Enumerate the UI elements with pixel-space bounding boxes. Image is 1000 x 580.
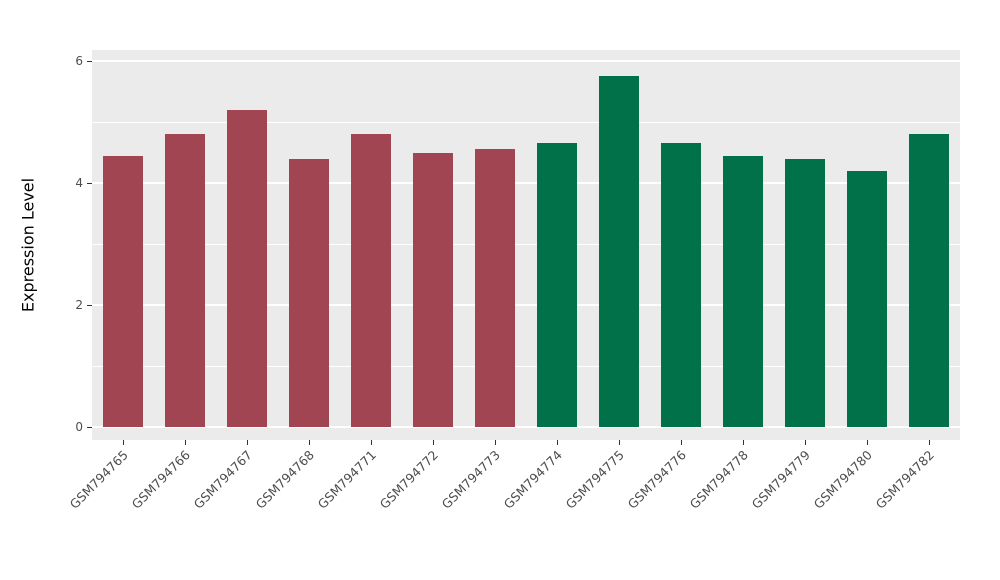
bar-GSM794765 [103,155,143,427]
x-axis-tick [928,440,930,445]
bar-GSM794779 [785,158,825,427]
bar-GSM794771 [351,134,391,427]
bar-GSM794775 [599,76,639,427]
x-tick-label: GSM794772 [376,447,441,512]
x-tick-label: GSM794778 [686,447,751,512]
bar-GSM794768 [289,158,329,427]
x-axis-tick [308,440,310,445]
gridline-major [92,304,960,306]
x-tick-label: GSM794779 [748,447,813,512]
gridline-major [92,182,960,184]
bar-GSM794774 [537,143,577,427]
x-tick-label: GSM794773 [438,447,503,512]
y-axis-tick [87,60,92,62]
gridline-minor [92,122,960,123]
x-axis-tick [866,440,868,445]
x-axis-tick [556,440,558,445]
y-tick-label: 4 [75,176,83,190]
x-tick-label: GSM794775 [562,447,627,512]
x-tick-label: GSM794776 [624,447,689,512]
bar-GSM794778 [723,155,763,427]
y-tick-label: 6 [75,54,83,68]
x-tick-label: GSM794766 [128,447,193,512]
bar-GSM794773 [475,149,515,427]
bar-GSM794782 [909,134,949,427]
bar-GSM794776 [661,143,701,427]
x-tick-label: GSM794774 [500,447,565,512]
gridline-minor [92,244,960,245]
x-axis-tick [122,440,124,445]
x-tick-label: GSM794765 [66,447,131,512]
bar-GSM794766 [165,134,205,427]
x-axis-tick [370,440,372,445]
x-axis-tick [680,440,682,445]
x-axis-tick [184,440,186,445]
x-axis-tick [804,440,806,445]
bar-GSM794772 [413,152,453,427]
x-tick-label: GSM794780 [810,447,875,512]
x-axis-tick [742,440,744,445]
y-tick-label: 0 [75,420,83,434]
gridline-major [92,426,960,428]
bar-GSM794780 [847,170,887,427]
y-tick-label: 2 [75,298,83,312]
x-axis-tick [432,440,434,445]
plot-panel [92,50,960,440]
y-axis-tick [87,182,92,184]
x-tick-label: GSM794771 [314,447,379,512]
gridline-minor [92,366,960,367]
x-tick-label: GSM794768 [252,447,317,512]
y-axis-title: Expression Level [18,177,38,313]
x-tick-label: GSM794782 [872,447,937,512]
gridline-major [92,60,960,62]
x-axis-tick [618,440,620,445]
bar-GSM794767 [227,109,267,427]
x-axis-tick [494,440,496,445]
y-axis-tick [87,426,92,428]
x-axis-tick [246,440,248,445]
x-tick-label: GSM794767 [190,447,255,512]
y-axis-tick [87,304,92,306]
